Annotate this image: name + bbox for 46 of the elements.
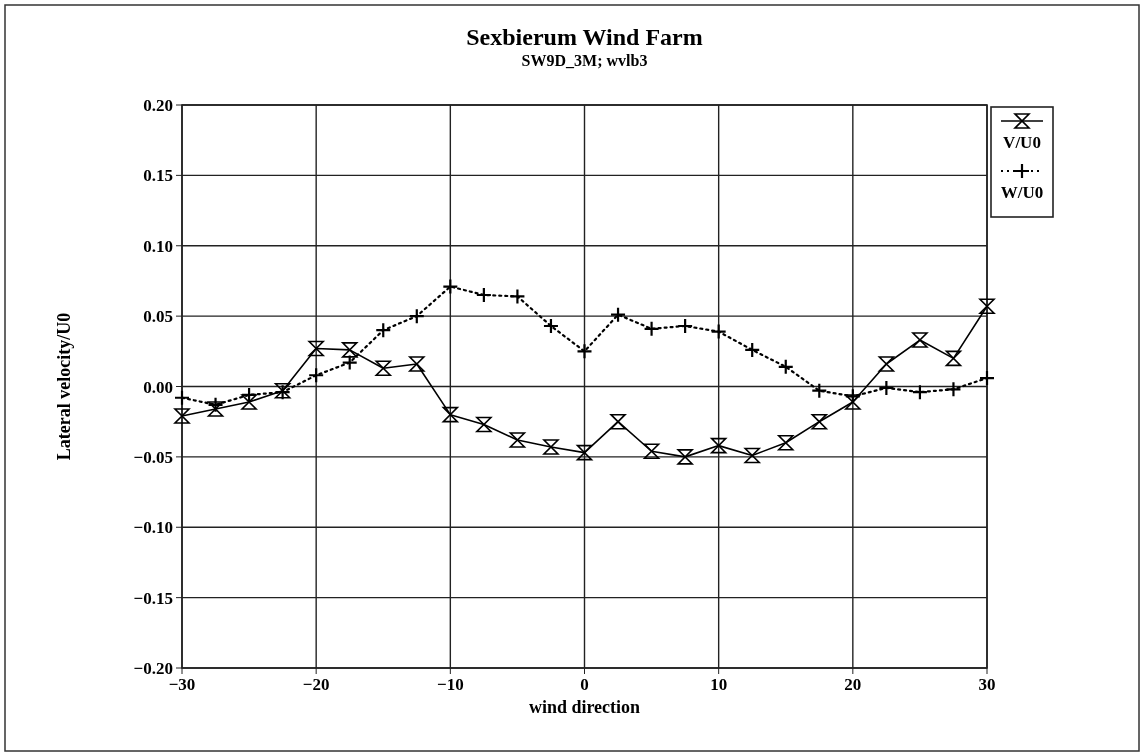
y-tick-label: 0.20 xyxy=(143,96,173,115)
point xyxy=(543,439,559,455)
point xyxy=(643,443,660,460)
y-tick-label: 0.05 xyxy=(143,307,173,327)
point xyxy=(744,447,761,464)
point xyxy=(375,360,392,376)
point xyxy=(408,356,425,372)
point xyxy=(710,437,727,454)
point xyxy=(777,435,794,451)
point xyxy=(241,394,257,410)
point xyxy=(878,356,895,372)
legend-label: V/U0 xyxy=(1003,133,1041,152)
y-tick-label: −0.15 xyxy=(133,588,173,608)
y-tick-label: −0.05 xyxy=(133,447,173,467)
x-tick-label: 20 xyxy=(844,675,862,694)
point xyxy=(207,401,224,417)
point xyxy=(811,413,828,430)
point xyxy=(945,350,962,367)
point xyxy=(677,449,693,465)
x-tick-label: −10 xyxy=(436,675,464,694)
x-tick-label: 10 xyxy=(710,675,728,694)
point xyxy=(509,432,526,448)
point xyxy=(442,406,459,423)
point xyxy=(174,408,190,424)
x-tick-label: −20 xyxy=(302,675,330,694)
point xyxy=(476,416,492,433)
y-tick-label: 0.00 xyxy=(143,377,173,397)
chart-subtitle: SW9D_3M; wvlb3 xyxy=(521,52,648,69)
point xyxy=(576,444,593,461)
y-tick-label: −0.20 xyxy=(133,659,173,678)
point xyxy=(979,298,995,315)
point xyxy=(912,332,928,348)
y-axis-title: Lateral velocity/U0 xyxy=(54,312,74,461)
point xyxy=(341,342,358,358)
legend-label: W/U0 xyxy=(1000,183,1044,202)
point xyxy=(845,394,861,410)
x-tick-label: 30 xyxy=(978,675,996,694)
x-tick-label: −30 xyxy=(168,675,196,694)
chart-title: Sexbierum Wind Farm xyxy=(466,24,703,50)
y-tick-label: −0.10 xyxy=(133,518,173,538)
y-tick-label: 0.15 xyxy=(143,166,173,186)
x-tick-label: 0 xyxy=(580,675,589,694)
y-tick-label: 0.10 xyxy=(143,236,173,256)
point xyxy=(610,413,626,430)
point xyxy=(308,340,324,357)
x-axis-title: wind direction xyxy=(528,697,641,717)
